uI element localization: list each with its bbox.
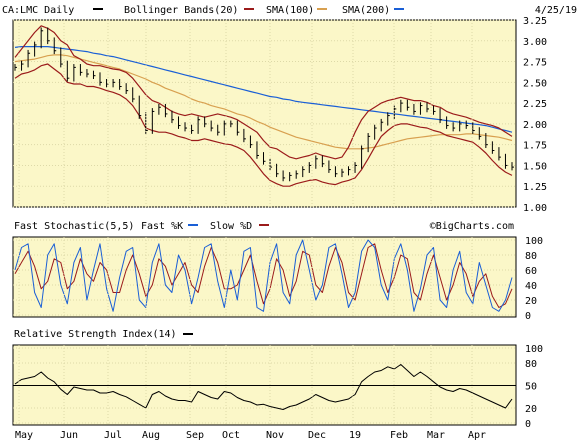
stochastic-series [14,239,513,312]
chart-date: 4/25/19 [535,5,577,16]
x-tick-label: Dec [308,430,326,441]
rsi-grid [13,347,516,424]
price-y-tick: 3.00 [523,37,547,48]
stochastic-y-axis: 100 80 60 40 20 0 [525,236,543,322]
sma200-line [14,45,513,133]
stochastic-y-tick: 20 [525,296,537,307]
watermark: ©BigCharts.com [430,221,514,232]
fast-k-legend-swatch [188,224,198,226]
x-tick-label: May [15,430,33,441]
stochastic-y-tick: 100 [525,236,543,247]
price-y-tick: 2.25 [523,99,547,110]
price-y-tick: 1.75 [523,141,547,152]
slow-d-legend-swatch [259,224,269,226]
price-y-axis: 3.25 3.00 2.75 2.50 2.25 2.00 1.75 1.50 1.25 1.00 [523,16,547,214]
price-panel [12,19,517,208]
price-y-tick: 1.50 [523,161,547,172]
x-tick-label: Mar [427,430,445,441]
stochastic-y-tick: 80 [525,251,537,262]
rsi-y-tick: 50 [525,382,537,393]
rsi-legend-swatch [183,333,193,335]
rsi-y-axis: 100 80 50 20 0 [525,344,543,430]
price-series [14,25,514,187]
x-tick-label: Sep [186,430,204,441]
price-legend-sma100: SMA(100) [266,5,314,16]
rsi-y-tick: 100 [525,344,543,355]
price-y-tick: 2.50 [523,78,547,89]
price-y-tick: 1.25 [523,182,547,193]
stochastic-legend-title: Fast Stochastic(5,5) [14,221,134,232]
stochastic-y-tick: 60 [525,266,537,277]
x-tick-label: Apr [468,430,486,441]
bollinger-lower-line [14,63,513,187]
bollinger-upper-line [14,25,513,160]
stochastic-y-tick: 40 [525,281,537,292]
stochastic-legend-slow-d: Slow %D [210,221,252,232]
price-legend-bollinger: Bollinger Bands(20) [124,5,238,16]
x-tick-label: Feb [390,430,408,441]
x-tick-label: 19 [349,430,361,441]
fast-k-line [14,239,513,312]
price-legend-symbol: CA:LMC Daily [2,5,74,16]
price-y-tick: 2.00 [523,120,547,131]
rsi-y-tick: 0 [525,419,531,430]
x-tick-label: Nov [266,430,284,441]
x-tick-label: Oct [222,430,240,441]
price-y-tick: 3.25 [523,16,547,27]
price-y-tick: 2.75 [523,58,547,69]
rsi-y-tick: 80 [525,359,537,370]
bollinger-legend-swatch [244,8,254,10]
x-axis: May Jun Jul Aug Sep Oct Nov Dec 19 Feb Mar Apr [15,20,486,441]
rsi-y-tick: 20 [525,404,537,415]
sma100-line [14,54,513,150]
sma200-legend-swatch [394,8,404,10]
stochastic-y-tick: 0 [525,311,531,322]
price-legend-sma200: SMA(200) [342,5,390,16]
rsi-line [14,364,513,410]
price-y-tick: 1.00 [523,203,547,214]
price-legend-swatch [93,8,103,10]
rsi-series [14,364,513,410]
slow-d-line [14,243,513,308]
x-tick-label: Jul [104,430,122,441]
stochastic-legend-fast-k: Fast %K [141,221,183,232]
x-tick-label: Aug [142,430,160,441]
rsi-legend-title: Relative Strength Index(14) [14,329,177,340]
sma100-legend-swatch [317,8,327,10]
x-tick-label: Jun [60,430,78,441]
